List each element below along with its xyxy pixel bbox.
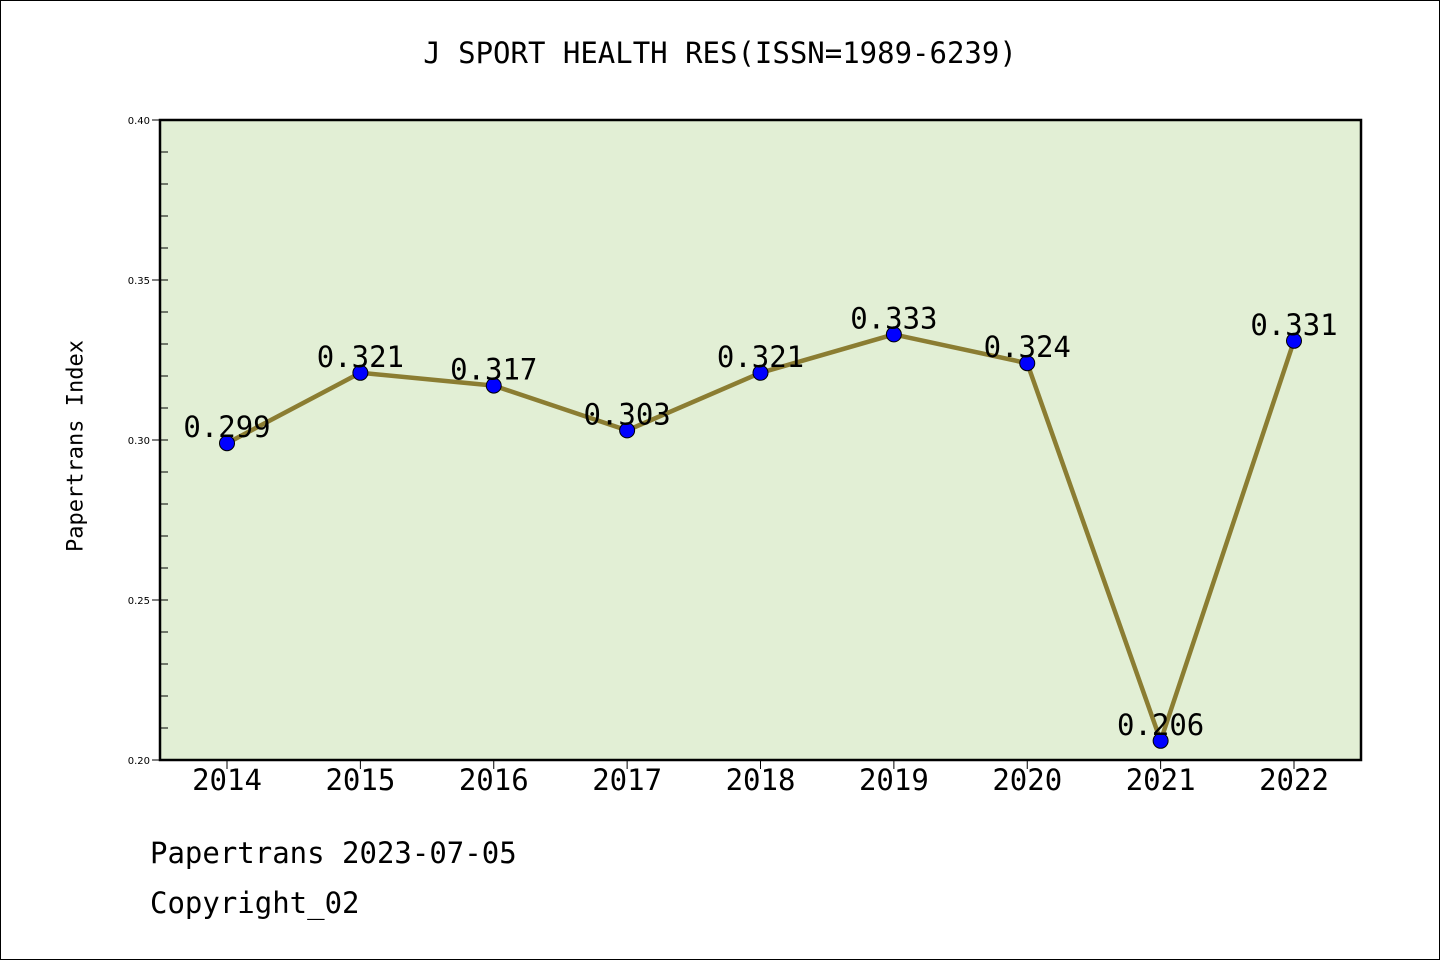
data-points: [219, 326, 1302, 749]
data-point: [619, 422, 636, 439]
chart-title: J SPORT HEALTH RES(ISSN=1989-6239): [423, 36, 1017, 70]
y-axis-label: Papertrans Index: [63, 340, 89, 552]
data-point: [219, 435, 235, 452]
x-tick-label: 2015: [325, 763, 395, 797]
data-label: 0.206: [1117, 708, 1204, 742]
data-point: [1286, 332, 1302, 349]
x-tick-label: 2019: [859, 763, 929, 797]
y-tick-label: 0.25: [128, 596, 150, 607]
footer-copyright: Copyright_02: [150, 886, 360, 920]
data-point: [885, 326, 902, 343]
y-tick-label: 0.35: [128, 276, 150, 287]
data-point: [1019, 355, 1036, 372]
x-axis-ticks: 2014 2015 2016 2017 2018 2019 2020 2021 2022: [192, 760, 1329, 797]
data-point: [352, 364, 369, 381]
x-tick-label: 2018: [726, 763, 796, 797]
data-label: 0.333: [850, 301, 937, 335]
x-tick-label: 2017: [592, 763, 662, 797]
y-tick-label: 0.30: [128, 436, 150, 447]
data-label: 0.303: [583, 397, 670, 431]
x-tick-label: 2020: [992, 763, 1062, 797]
footer-date: Papertrans 2023-07-05: [150, 836, 517, 870]
data-label: 0.331: [1250, 308, 1337, 342]
plot-border: [158, 118, 1363, 762]
data-label: 0.317: [450, 353, 537, 387]
data-label: 0.321: [717, 340, 804, 374]
x-tick-label: 2014: [192, 763, 262, 797]
x-tick-label: 2016: [459, 763, 529, 797]
x-tick-label: 2021: [1126, 763, 1196, 797]
data-point: [485, 377, 502, 394]
data-label: 0.299: [183, 410, 270, 444]
y-tick-label: 0.40: [128, 116, 150, 127]
x-tick-label: 2022: [1259, 763, 1329, 797]
data-label: 0.324: [984, 330, 1071, 364]
plot-area: [160, 120, 1361, 760]
y-tick-label: 0.20: [128, 756, 150, 767]
data-point: [752, 364, 769, 381]
data-label: 0.321: [317, 340, 404, 374]
data-labels: 0.299 0.321 0.317 0.303 0.321 0.333 0.324 0.206…: [183, 301, 1337, 741]
data-point: [1152, 732, 1169, 749]
